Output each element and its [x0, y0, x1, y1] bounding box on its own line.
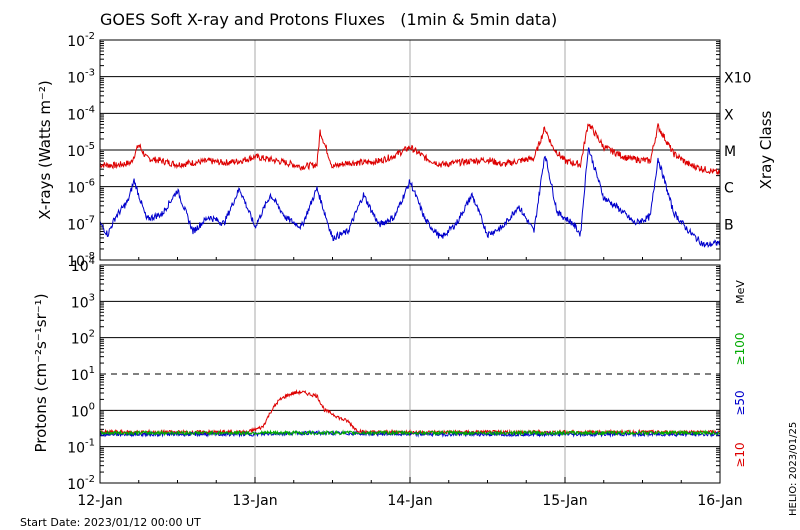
y-tick-label: 10-2 — [67, 31, 95, 50]
y-tick-label: 10-7 — [67, 214, 95, 233]
xray-class-m: M — [724, 144, 736, 160]
x-tick-label: 14-Jan — [387, 493, 432, 509]
y-tick-label: 10-8 — [67, 251, 95, 270]
y-tick-label: 103 — [71, 292, 95, 311]
xray-class-x: X — [724, 107, 734, 123]
y-tick-label: 100 — [71, 401, 95, 420]
legend-entry: ≥100 — [733, 333, 747, 366]
y-tick-label: 10-2 — [67, 474, 95, 493]
series-line-0 — [99, 388, 721, 436]
time-axis: 12-Jan 13-Jan 14-Jan 15-Jan 16-Jan — [77, 257, 743, 509]
series-line-1 — [99, 147, 721, 248]
y-tick-label: 10-6 — [67, 178, 95, 197]
xray-class-x10: X10 — [724, 71, 751, 87]
helio-stamp: HELIO: 2023/01/25 — [788, 422, 799, 516]
x-tick-label: 12-Jan — [77, 493, 122, 509]
x-tick-label: 13-Jan — [232, 493, 277, 509]
proton-axis-label: Protons (cm⁻²s⁻¹sr⁻¹) — [32, 293, 50, 452]
series-line-2 — [99, 429, 721, 437]
mev-unit-label: MeV — [734, 280, 747, 304]
x-tick-label: 16-Jan — [697, 493, 742, 509]
legend-entry: ≥50 — [733, 390, 747, 415]
xray-panel: 10-8 10-7 10-6 10-5 10-4 10-3 10-2 B C M X X10 — [67, 31, 751, 270]
xray-class-label: Xray Class — [757, 110, 775, 189]
y-tick-label: 102 — [71, 329, 95, 348]
legend-entry: ≥10 — [733, 442, 747, 467]
y-tick-label: 10-3 — [67, 68, 95, 87]
series-line-0 — [99, 123, 721, 175]
y-tick-label: 10-4 — [67, 104, 95, 123]
start-date-label: Start Date: 2023/01/12 00:00 UT — [20, 516, 201, 529]
y-tick-label: 10-5 — [67, 141, 95, 160]
plot-frame — [99, 39, 721, 261]
xray-class-b: B — [724, 217, 734, 233]
proton-panel: 10-2 10-1 100 101 102 103 104 ≥100 ≥50 ≥10 — [67, 256, 747, 493]
y-tick-label: 101 — [71, 365, 95, 384]
y-tick-label: 10-1 — [67, 438, 95, 457]
xray-class-c: C — [724, 181, 734, 197]
chart-title: GOES Soft X-ray and Protons Fluxes (1min… — [100, 10, 557, 29]
xray-axis-label: X-rays (Watts m⁻²) — [36, 80, 54, 219]
y-tick-label: 104 — [71, 256, 95, 275]
x-tick-label: 15-Jan — [542, 493, 587, 509]
